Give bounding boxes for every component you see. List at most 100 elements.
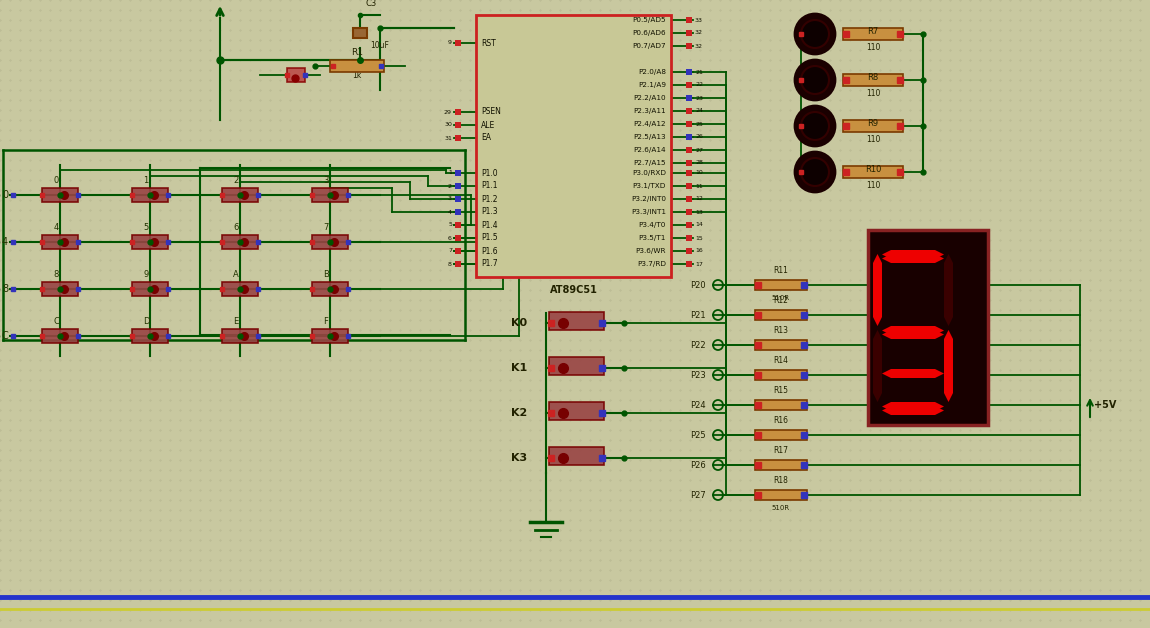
Text: ALE: ALE bbox=[481, 121, 496, 129]
Text: 110: 110 bbox=[866, 89, 880, 98]
Text: +5V: +5V bbox=[1094, 400, 1117, 410]
Text: P3.4/T0: P3.4/T0 bbox=[638, 222, 666, 228]
Bar bbox=[455, 40, 461, 46]
Text: 12: 12 bbox=[695, 197, 703, 202]
Bar bbox=[330, 60, 384, 72]
Bar bbox=[687, 222, 692, 228]
Circle shape bbox=[802, 158, 829, 186]
Bar bbox=[687, 248, 692, 254]
Polygon shape bbox=[882, 406, 944, 415]
Circle shape bbox=[795, 152, 835, 192]
Bar bbox=[312, 282, 348, 296]
Bar bbox=[132, 188, 168, 202]
Text: 8: 8 bbox=[53, 270, 59, 279]
Text: P3.1/TXD: P3.1/TXD bbox=[632, 183, 666, 189]
Text: P2.2/A10: P2.2/A10 bbox=[634, 95, 666, 101]
Text: R17: R17 bbox=[774, 446, 789, 455]
Text: 110: 110 bbox=[866, 43, 880, 52]
Bar bbox=[756, 490, 807, 500]
Bar bbox=[756, 310, 807, 320]
Text: P2.3/A11: P2.3/A11 bbox=[634, 108, 666, 114]
Bar bbox=[455, 209, 461, 215]
Circle shape bbox=[802, 66, 829, 94]
Bar bbox=[43, 282, 78, 296]
Text: P3.2/INT0: P3.2/INT0 bbox=[631, 196, 666, 202]
Text: P2.0/A8: P2.0/A8 bbox=[638, 69, 666, 75]
Text: 26: 26 bbox=[695, 134, 703, 139]
Text: P3.0/RXD: P3.0/RXD bbox=[632, 170, 666, 176]
Text: K3: K3 bbox=[511, 453, 527, 463]
Text: P24: P24 bbox=[690, 401, 706, 409]
Text: P0.6/AD6: P0.6/AD6 bbox=[632, 30, 666, 36]
Text: 28: 28 bbox=[695, 161, 703, 166]
Text: 31: 31 bbox=[444, 136, 452, 141]
Bar bbox=[687, 30, 692, 36]
Text: R15: R15 bbox=[774, 386, 789, 395]
Text: 23: 23 bbox=[695, 95, 703, 100]
Bar bbox=[222, 282, 258, 296]
Text: R18: R18 bbox=[774, 476, 789, 485]
Text: P3.5/T1: P3.5/T1 bbox=[638, 235, 666, 241]
Text: 6: 6 bbox=[448, 236, 452, 241]
Text: 15: 15 bbox=[695, 236, 703, 241]
Bar bbox=[687, 95, 692, 101]
Text: R13: R13 bbox=[774, 326, 789, 335]
Bar bbox=[687, 196, 692, 202]
Text: P1.0: P1.0 bbox=[481, 168, 498, 178]
Polygon shape bbox=[873, 330, 882, 402]
Text: K1: K1 bbox=[511, 363, 527, 373]
Text: R11: R11 bbox=[774, 266, 789, 275]
Text: 5: 5 bbox=[144, 223, 148, 232]
Bar bbox=[687, 108, 692, 114]
Text: 11: 11 bbox=[695, 183, 703, 188]
Text: AT89C51: AT89C51 bbox=[550, 285, 598, 295]
Bar bbox=[132, 329, 168, 343]
Text: 4: 4 bbox=[2, 237, 8, 247]
Bar bbox=[756, 460, 807, 470]
Text: P0.5/AD5: P0.5/AD5 bbox=[632, 17, 666, 23]
Bar bbox=[687, 43, 692, 49]
Bar bbox=[868, 230, 988, 425]
Bar bbox=[43, 235, 78, 249]
Text: 510R: 510R bbox=[772, 295, 790, 301]
Bar bbox=[756, 430, 807, 440]
Bar bbox=[132, 282, 168, 296]
Text: 8: 8 bbox=[448, 261, 452, 266]
Bar bbox=[687, 183, 692, 189]
Bar bbox=[756, 340, 807, 350]
Bar bbox=[455, 109, 461, 115]
Circle shape bbox=[795, 14, 835, 54]
Text: P1.7: P1.7 bbox=[481, 259, 498, 269]
Text: P2.6/A14: P2.6/A14 bbox=[634, 147, 666, 153]
Text: P2.1/A9: P2.1/A9 bbox=[638, 82, 666, 88]
Bar bbox=[43, 329, 78, 343]
Text: P3.6/WR: P3.6/WR bbox=[636, 248, 666, 254]
Bar bbox=[455, 248, 461, 254]
Bar bbox=[756, 280, 807, 290]
Bar bbox=[549, 402, 604, 420]
Bar bbox=[455, 196, 461, 202]
Text: P1.3: P1.3 bbox=[481, 207, 498, 217]
Text: P25: P25 bbox=[690, 431, 706, 440]
Text: P22: P22 bbox=[690, 340, 706, 350]
Bar bbox=[353, 28, 367, 38]
Text: 33: 33 bbox=[695, 18, 703, 23]
Text: 1: 1 bbox=[144, 176, 148, 185]
Bar bbox=[476, 15, 670, 277]
Bar bbox=[455, 183, 461, 189]
Bar bbox=[43, 188, 78, 202]
Text: 14: 14 bbox=[695, 222, 703, 227]
Text: 10uF: 10uF bbox=[370, 40, 389, 50]
Bar bbox=[687, 69, 692, 75]
Circle shape bbox=[802, 20, 829, 48]
Text: 7: 7 bbox=[323, 223, 329, 232]
Text: P21: P21 bbox=[690, 310, 706, 320]
Text: 9: 9 bbox=[144, 270, 148, 279]
Text: 4: 4 bbox=[53, 223, 59, 232]
Text: R9: R9 bbox=[867, 119, 879, 128]
Text: C: C bbox=[53, 317, 59, 326]
Text: R14: R14 bbox=[774, 356, 789, 365]
Text: R10: R10 bbox=[865, 165, 881, 174]
Text: F: F bbox=[323, 317, 329, 326]
Text: 29: 29 bbox=[444, 109, 452, 114]
